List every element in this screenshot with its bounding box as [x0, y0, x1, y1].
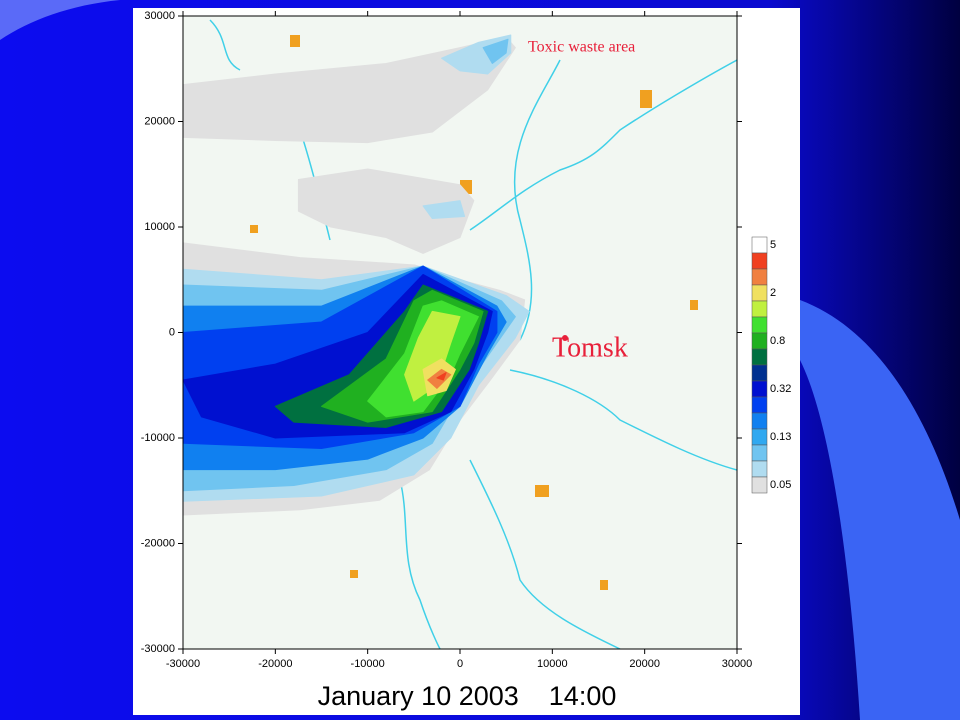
contour-band — [482, 38, 509, 64]
colorbar-swatch — [751, 444, 768, 462]
y-tick-label: -30000 — [141, 643, 175, 655]
contour-band — [404, 310, 461, 402]
colorbar-label: 0.32 — [770, 383, 791, 395]
decor-shape — [800, 300, 960, 720]
colorbar-swatch — [751, 252, 768, 270]
colorbar-swatch — [751, 476, 768, 494]
colorbar-swatch — [751, 412, 768, 430]
x-tick-label: 0 — [457, 658, 463, 670]
colorbar-swatch — [751, 268, 768, 286]
x-tick-label: 10000 — [537, 658, 568, 670]
colorbar-swatch — [751, 364, 768, 382]
plume — [183, 34, 530, 516]
colorbar-swatch — [751, 332, 768, 350]
contour-band — [436, 372, 447, 381]
towns — [250, 35, 698, 590]
colorbar-label: 5 — [770, 239, 776, 251]
y-tick-label: 30000 — [144, 10, 175, 22]
y-tick-label: -10000 — [141, 432, 175, 444]
y-tick-label: 20000 — [144, 115, 175, 127]
x-tick-label: 20000 — [629, 658, 660, 670]
colorbar-swatch — [751, 428, 768, 446]
contour-band — [183, 36, 516, 144]
x-tick-label: 30000 — [722, 658, 753, 670]
colorbar-label: 0.05 — [770, 479, 791, 491]
annotation: Toxic waste area — [528, 39, 635, 56]
chart-title: January 10 2003 14:00 — [318, 681, 617, 711]
colorbar-swatch — [751, 396, 768, 414]
rivers — [209, 19, 737, 649]
colorbar-swatch — [751, 316, 768, 334]
colorbar-label: 0.8 — [770, 335, 785, 347]
city-marker — [562, 335, 568, 341]
y-tick-label: 0 — [169, 326, 175, 338]
colorbar-swatch — [751, 380, 768, 398]
x-tick-label: -20000 — [258, 658, 292, 670]
x-tick-label: -30000 — [166, 658, 200, 670]
colorbar-swatch — [751, 460, 768, 478]
contour-band — [297, 168, 475, 254]
x-tick-label: -10000 — [351, 658, 385, 670]
colorbar-label: 0.13 — [770, 431, 791, 443]
colorbar-swatch — [751, 236, 768, 254]
colorbar-swatch — [751, 348, 768, 366]
decor-shape — [0, 0, 120, 40]
annotation: Tomsk — [552, 332, 628, 363]
colorbar-label: 2 — [770, 287, 776, 299]
contour-band — [422, 200, 466, 220]
colorbar-swatch — [751, 284, 768, 302]
y-tick-label: 10000 — [144, 221, 175, 233]
y-tick-label: -20000 — [141, 537, 175, 549]
colorbar-swatch — [751, 300, 768, 318]
